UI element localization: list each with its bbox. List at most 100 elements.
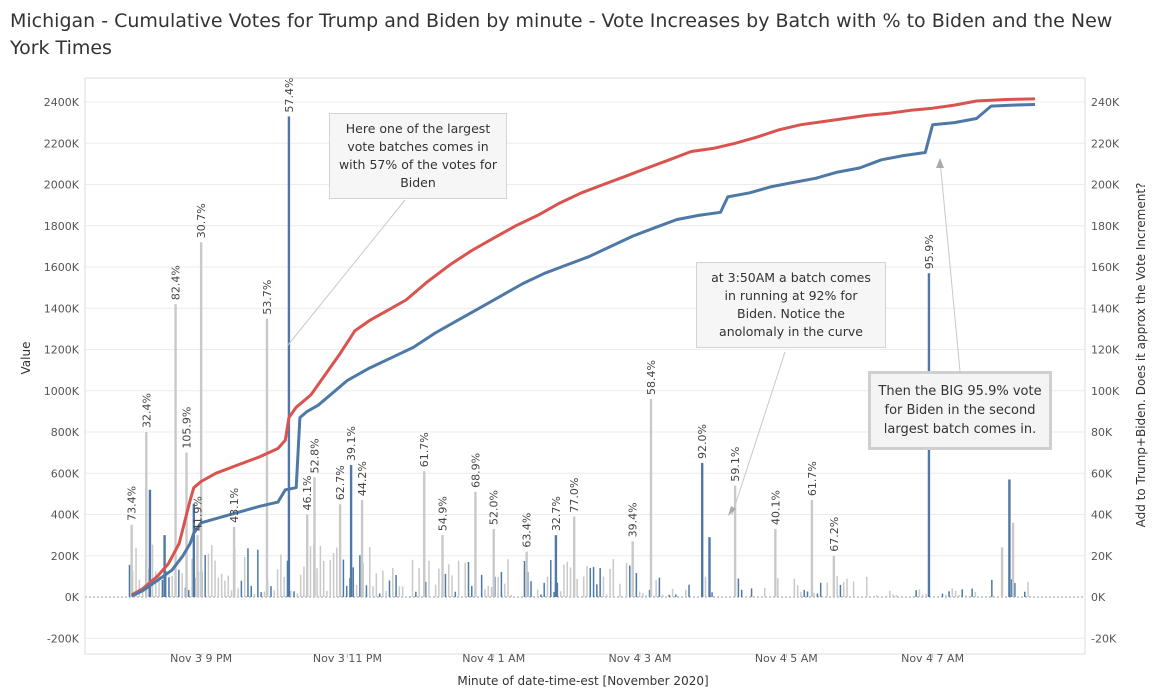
batch-bar [287,116,291,597]
batch-bar [572,516,576,597]
batch-bar [964,595,967,597]
batch-bar [395,575,397,597]
batch-bar [638,591,641,597]
callout-line [287,199,406,346]
x-tick-label: Nov 4 1 AM [462,652,525,665]
x-tick-label: Nov 4 3 AM [609,652,672,665]
batch-bar [375,573,378,597]
batch-bar [352,567,355,597]
batch-bar [671,588,674,597]
batch-bar [490,586,493,597]
batch-bar [806,591,809,597]
batch-bar [688,584,690,597]
batch-bar [602,576,605,597]
batch-bar [360,500,364,597]
annotation-big-batch: Then the BIG 95.9% vote for Biden in the… [868,371,1052,450]
batch-bar [474,491,477,597]
batch-bar [138,579,141,597]
batch-bar [777,578,779,597]
batch-bar [342,559,345,597]
batch-percent-label: 39.1% [345,426,358,461]
batch-bar [619,583,621,597]
callout-lines [287,158,961,516]
batch-bar [645,594,647,597]
batch-bar [161,579,164,597]
batch-bar [536,589,539,597]
batch-bar [257,549,259,597]
batch-bar [217,577,220,597]
batch-bar [530,581,532,597]
batch-bar [492,528,495,597]
y2-tick-label: 120K [1091,344,1120,357]
batch-bar [658,577,661,597]
batch-bar [392,567,394,597]
batch-bar [852,581,855,597]
batch-bar [974,591,977,597]
batch-bar [700,462,704,597]
callout-line [939,159,961,372]
batch-bar [484,589,486,597]
annotation-largest-batch: Here one of the largest vote batches com… [329,113,507,199]
batch-bar [971,588,973,597]
batch-percent-label: 54.9% [437,496,450,531]
batch-bar [385,591,387,597]
batch-bar [559,591,562,597]
batch-bar [546,576,549,597]
batch-percent-label: 95.9% [923,234,936,269]
batch-bar [444,573,447,597]
batch-bar [554,535,558,597]
batch-bar [263,591,266,597]
batch-bar [196,535,199,597]
batch-bar [230,590,233,597]
x-tick-label: Nov 4 7 AM [901,652,964,665]
batch-bar [401,586,404,597]
batch-bar [260,592,262,597]
batch-bar [889,590,891,597]
batch-bar [168,577,170,597]
batch-bar [253,593,256,597]
callout-arrowhead [728,506,736,516]
y-tick-label: 600K [51,467,80,480]
batch-bar [451,575,453,597]
batch-percent-label: 43.1% [228,488,241,523]
batch-bar [711,592,713,597]
batch-bar [338,504,342,597]
batch-bar [388,580,391,597]
batch-percent-label: 30.7% [195,203,208,238]
batch-percent-label: 39.4% [627,502,640,537]
batch-bar [740,589,743,597]
batch-bar [842,581,845,597]
batch-bar [423,471,426,597]
batch-bar [270,586,272,597]
batch-bar [454,591,457,597]
batch-percent-label: 44.2% [356,461,369,496]
y-axis-label: Value [19,342,33,375]
batch-bar [796,585,799,597]
batch-bar [178,569,180,597]
batch-bar [441,535,444,597]
batch-bar [951,588,954,597]
batch-bar [543,582,545,597]
batch-bar [382,570,384,597]
x-tick-label: Nov 4 5 AM [755,652,818,665]
batch-bar [576,578,578,597]
chart-title: Michigan - Cumulative Votes for Trump an… [10,10,1113,59]
batch-percent-label: 32.7% [550,496,563,531]
y2-tick-label: 80K [1091,426,1113,439]
batch-percent-label: 61.7% [418,432,431,467]
batch-bar [130,524,133,597]
batch-bar [540,594,542,597]
batch-bar [566,561,568,597]
batch-bar [232,526,236,597]
batch-percent-label: 46.1% [301,476,314,511]
batch-bar [191,558,193,597]
batch-bar [480,574,483,597]
batch-percent-label: 59.1% [729,447,742,482]
batch-bar [428,560,430,597]
batch-bar [306,514,309,597]
y-tick-label: 1200K [44,344,80,357]
batch-bar [319,545,322,597]
batch-bar [586,565,588,597]
x-axis-label: Minute of date-time-est [November 2020] [457,674,708,688]
